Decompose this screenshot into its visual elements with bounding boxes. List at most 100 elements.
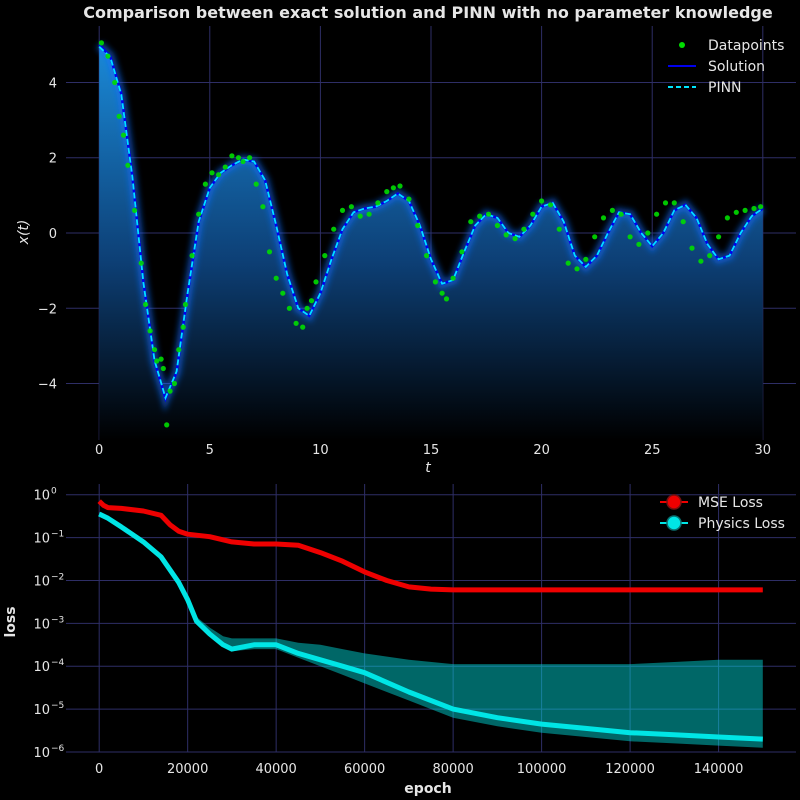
datapoint <box>565 260 571 266</box>
datapoint <box>167 388 173 394</box>
datapoint <box>120 132 127 138</box>
legend-datapoints-label: Datapoints <box>708 38 784 54</box>
datapoint <box>158 356 164 362</box>
datapoint <box>556 226 562 232</box>
legend-physics-marker <box>666 515 682 531</box>
datapoint <box>229 153 235 159</box>
datapoint <box>280 290 286 296</box>
datapoint <box>247 155 253 161</box>
bottom-x-tick-label: 0 <box>95 762 103 777</box>
datapoint <box>375 200 381 206</box>
datapoint <box>698 258 704 264</box>
datapoint <box>266 249 273 255</box>
datapoint <box>308 298 315 304</box>
bottom-x-axis-label: epoch <box>404 781 451 797</box>
datapoint <box>143 301 149 308</box>
datapoint <box>716 234 722 240</box>
bottom-y-tick-label: 10 <box>33 532 50 547</box>
datapoint <box>125 162 131 168</box>
datapoint <box>196 211 202 217</box>
top-chart: Comparison between exact solution and PI… <box>16 3 796 476</box>
datapoint <box>138 260 144 266</box>
datapoint <box>273 275 279 281</box>
top-x-tick-labels: 0 5 10 15 20 25 30 <box>95 443 771 458</box>
top-y-tick-label: 0 <box>49 227 57 242</box>
bottom-y-tick-label: 10 <box>33 660 50 675</box>
bottom-x-tick-label: 100000 <box>517 762 567 777</box>
datapoint <box>151 347 158 353</box>
datapoint <box>98 40 104 46</box>
bottom-x-tick-label: 140000 <box>694 762 744 777</box>
datapoint <box>494 222 500 229</box>
bottom-legend: MSE Loss Physics Loss <box>660 494 785 532</box>
datapoint <box>662 200 669 206</box>
datapoint <box>331 226 337 232</box>
top-x-tick-label: 10 <box>312 443 329 458</box>
bottom-x-tick-label: 40000 <box>255 762 296 777</box>
datapoint <box>164 422 170 428</box>
datapoint <box>300 324 306 330</box>
bottom-chart: 0 20000 40000 60000 80000 100000 120000 140000 … <box>3 484 796 797</box>
datapoint <box>618 211 624 217</box>
bottom-x-tick-labels: 0 20000 40000 60000 80000 100000 120000 140000 <box>95 762 743 777</box>
datapoint <box>707 253 713 259</box>
bottom-y-tick-label: 10 <box>33 703 50 718</box>
datapoints <box>98 40 764 428</box>
datapoint <box>539 198 545 204</box>
legend-mse-marker <box>666 494 682 510</box>
top-x-tick-label: 5 <box>206 443 214 458</box>
legend-solution-label: Solution <box>708 59 765 75</box>
datapoint <box>202 181 208 187</box>
datapoint <box>600 215 607 221</box>
datapoint <box>240 158 246 165</box>
top-y-tick-label: 2 <box>49 152 57 167</box>
datapoint <box>468 219 474 225</box>
top-y-axis-label: x(t) <box>16 220 32 246</box>
datapoint <box>339 207 346 213</box>
datapoint <box>733 209 739 215</box>
datapoint <box>432 279 438 285</box>
datapoint <box>313 279 319 285</box>
bottom-y-tick-exponent: −3 <box>51 615 64 625</box>
datapoint <box>512 236 518 242</box>
datapoint <box>521 226 527 232</box>
datapoint <box>384 189 390 195</box>
datapoint <box>180 324 186 330</box>
datapoint <box>105 53 111 59</box>
datapoint <box>235 155 242 161</box>
top-y-tick-label: 4 <box>49 76 57 91</box>
datapoint <box>680 219 686 225</box>
bottom-x-tick-label: 20000 <box>167 762 208 777</box>
top-y-tick-label: −2 <box>38 302 57 317</box>
physics-loss-scatter-band <box>99 511 763 748</box>
datapoint <box>530 211 536 217</box>
area-under-curve <box>99 44 763 441</box>
datapoint <box>439 290 445 296</box>
top-x-axis-label: t <box>425 460 431 476</box>
datapoint <box>609 207 616 213</box>
datapoint <box>216 172 222 178</box>
datapoint <box>132 207 138 213</box>
mse-loss-line <box>97 499 763 593</box>
datapoint <box>636 241 642 247</box>
legend-physics-label: Physics Loss <box>698 516 785 532</box>
top-x-tick-label: 15 <box>423 443 440 458</box>
pinn-line <box>98 46 764 401</box>
datapoint <box>406 196 412 202</box>
datapoint <box>116 113 122 119</box>
datapoint <box>503 232 509 238</box>
bottom-x-tick-label: 120000 <box>605 762 655 777</box>
datapoint <box>574 266 580 272</box>
bottom-y-tick-exponent: −1 <box>51 530 64 540</box>
legend-pinn-label: PINN <box>708 80 742 96</box>
top-x-tick-label: 25 <box>644 443 661 458</box>
datapoint <box>390 185 396 191</box>
bottom-y-tick-exponent: −2 <box>51 572 64 582</box>
datapoint <box>322 253 328 259</box>
bottom-y-axis-label: loss <box>3 606 19 637</box>
bottom-y-tick-exponent: −4 <box>51 658 65 668</box>
bottom-y-tick-label: 10 <box>33 489 50 504</box>
bottom-x-tick-label: 80000 <box>432 762 473 777</box>
datapoint <box>154 358 160 364</box>
datapoint <box>160 365 166 372</box>
